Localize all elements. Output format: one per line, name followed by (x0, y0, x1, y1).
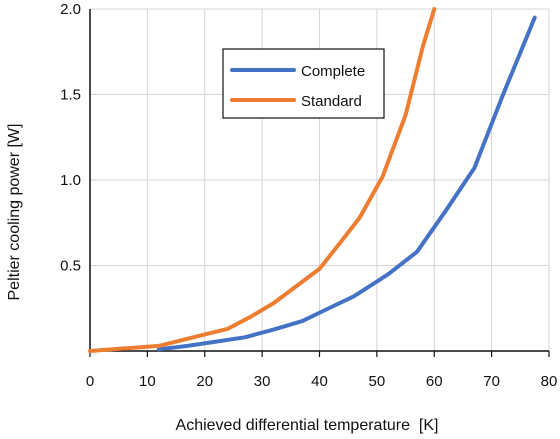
y-tick-label: 2.0 (60, 1, 81, 18)
x-tick-label: 0 (86, 373, 94, 390)
x-tick-label: 60 (426, 373, 443, 390)
x-tick-label: 70 (483, 373, 500, 390)
series-line-standard (88, 7, 437, 353)
series-line-complete (156, 15, 537, 352)
series-lines (88, 7, 537, 353)
x-tick-label: 40 (311, 373, 328, 390)
y-axis-title: Peltier cooling power [W] (6, 124, 23, 301)
axes (89, 9, 550, 357)
x-tick-labels: 0 10 20 30 40 50 60 70 80 (86, 373, 558, 390)
legend-box (222, 48, 385, 119)
x-tick-label: 20 (196, 373, 213, 390)
y-tick-label: 1.0 (60, 172, 81, 189)
legend-label-complete: Complete (301, 63, 365, 80)
legend: Complete Standard (222, 48, 385, 119)
x-axis-title: Achieved differential temperature [K] (176, 417, 439, 434)
x-tick-label: 30 (254, 373, 271, 390)
x-tick-label: 80 (541, 373, 558, 390)
y-tick-label: 1.5 (60, 87, 81, 104)
y-tick-labels: 0.5 1.0 1.5 2.0 (60, 1, 81, 275)
x-tick-label: 10 (139, 373, 156, 390)
legend-label-standard: Standard (301, 93, 362, 110)
y-tick-label: 0.5 (60, 258, 81, 275)
x-tick-label: 50 (369, 373, 386, 390)
